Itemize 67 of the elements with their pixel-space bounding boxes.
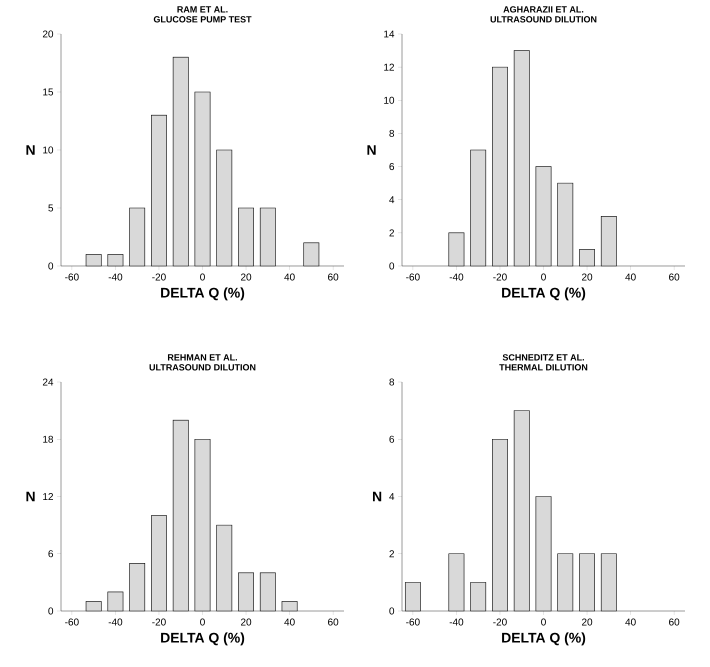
y-tick-label: 10 — [43, 146, 54, 154]
y-tick-label: 20 — [42, 30, 54, 38]
y-tick-label: 0 — [48, 607, 54, 615]
y-tick-label: 6 — [48, 550, 54, 558]
y-tick-label: 24 — [42, 378, 54, 386]
x-axis-title: DELTA Q (%) — [161, 287, 244, 300]
x-tick-label: 40 — [284, 618, 295, 626]
x-tick-label: 0 — [541, 274, 546, 281]
chart-title: SCHNEDITZ ET AL. — [502, 354, 584, 361]
x-axis-title: DELTA Q (%) — [161, 632, 244, 646]
y-axis-title: N — [372, 492, 382, 502]
y-tick-label: 15 — [43, 88, 54, 96]
y-tick-label: 0 — [389, 607, 394, 615]
x-tick-label: -60 — [406, 618, 420, 626]
x-axis-title: DELTA Q (%) — [502, 632, 586, 646]
y-tick-label: 14 — [384, 30, 394, 38]
x-tick-label: 20 — [582, 274, 592, 281]
chart-subtitle: THERMAL DILUTION — [499, 364, 588, 371]
y-tick-label: 6 — [389, 163, 394, 170]
x-tick-label: -40 — [108, 618, 122, 626]
chart-title: RAM ET AL. — [177, 6, 228, 12]
x-tick-label: -60 — [65, 274, 79, 281]
chart-subtitle: ULTRASOUND DILUTION — [490, 16, 596, 23]
x-tick-label: 40 — [625, 618, 636, 626]
x-tick-label: -40 — [450, 274, 464, 281]
x-tick-label: 60 — [669, 618, 680, 626]
y-tick-label: 2 — [389, 229, 394, 236]
x-tick-label: -60 — [406, 274, 420, 281]
x-tick-label: 60 — [328, 274, 338, 281]
y-tick-label: 12 — [43, 493, 53, 500]
x-tick-label: 20 — [582, 618, 592, 626]
x-axis-title: DELTA Q (%) — [502, 287, 586, 300]
x-tick-label: 60 — [328, 618, 338, 626]
x-tick-label: 20 — [241, 274, 252, 281]
y-tick-label: 10 — [384, 96, 394, 104]
y-axis-title: N — [26, 145, 35, 155]
y-tick-label: 8 — [389, 378, 394, 386]
y-tick-label: 4 — [389, 196, 394, 204]
x-tick-label: -20 — [493, 274, 507, 281]
chart-title: REHMAN ET AL. — [168, 354, 237, 360]
x-tick-label: 20 — [241, 618, 252, 626]
y-tick-label: 4 — [389, 493, 394, 500]
x-tick-label: -20 — [152, 274, 166, 281]
x-tick-label: -40 — [108, 274, 122, 281]
y-tick-label: 8 — [389, 130, 394, 137]
y-tick-label: 0 — [48, 262, 54, 270]
chart-subtitle: ULTRASOUND DILUTION — [150, 364, 256, 371]
x-tick-label: 0 — [200, 274, 205, 281]
chart-title: AGHARAZII ET AL. — [503, 6, 584, 13]
x-tick-label: 40 — [284, 274, 295, 281]
y-tick-label: 12 — [384, 64, 394, 71]
x-tick-label: -20 — [493, 618, 507, 626]
y-tick-label: 2 — [389, 550, 394, 558]
x-tick-label: -20 — [152, 618, 166, 626]
x-tick-label: -40 — [450, 618, 464, 626]
chart-subtitle: GLUCOSE PUMP TEST — [154, 16, 252, 23]
y-axis-title: N — [367, 145, 376, 155]
y-tick-label: 6 — [389, 436, 394, 443]
y-tick-label: 18 — [43, 436, 54, 443]
y-axis-title: N — [26, 492, 35, 502]
x-tick-label: 40 — [625, 274, 636, 281]
x-tick-label: 0 — [200, 618, 205, 626]
x-tick-label: 60 — [669, 274, 680, 281]
x-tick-label: 0 — [541, 618, 546, 626]
y-tick-label: 5 — [48, 204, 54, 212]
y-tick-label: 0 — [389, 262, 394, 270]
x-tick-label: -60 — [65, 618, 79, 626]
